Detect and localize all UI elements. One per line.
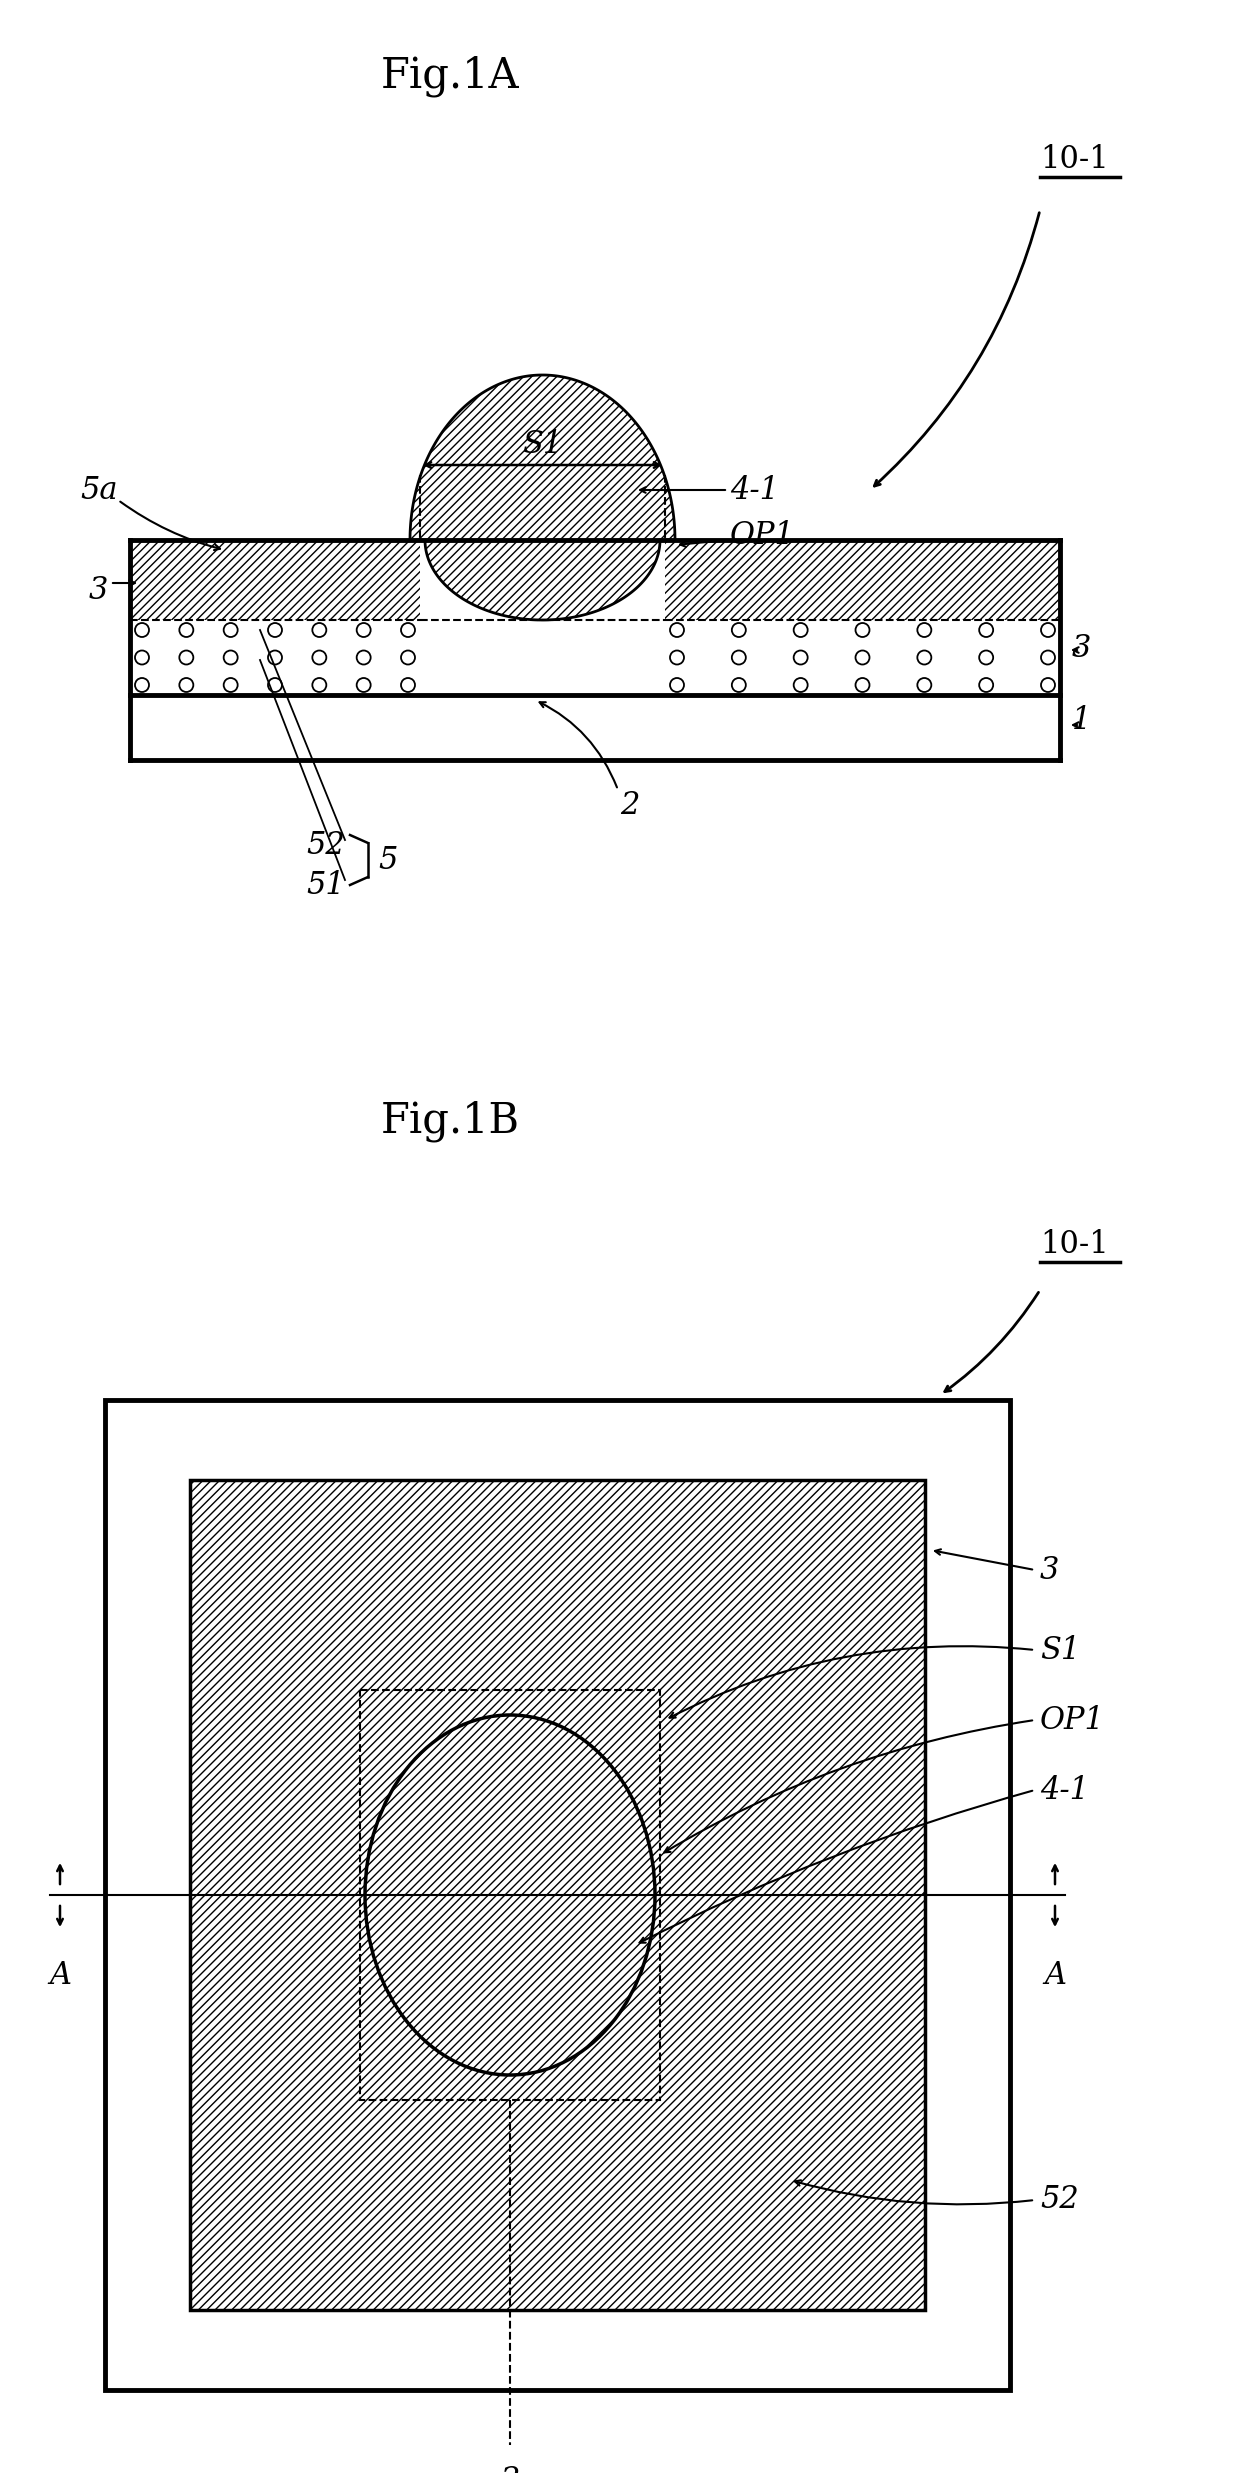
Ellipse shape bbox=[365, 1714, 655, 2075]
Text: 4-1: 4-1 bbox=[730, 475, 779, 504]
Text: 51: 51 bbox=[306, 870, 345, 900]
Text: 10-1: 10-1 bbox=[1040, 1229, 1109, 1261]
Bar bbox=[665, 539, 1060, 621]
Bar bbox=[130, 621, 420, 695]
Bar bbox=[665, 621, 1060, 695]
Text: 5a: 5a bbox=[81, 475, 118, 504]
Text: 3: 3 bbox=[88, 574, 108, 606]
Text: 4-1: 4-1 bbox=[1040, 1776, 1089, 1805]
Text: 52: 52 bbox=[1040, 2184, 1079, 2216]
Text: OP1: OP1 bbox=[730, 519, 795, 551]
Text: 3: 3 bbox=[1040, 1556, 1059, 1585]
Text: 5: 5 bbox=[378, 843, 397, 875]
Polygon shape bbox=[410, 376, 675, 621]
Text: 2: 2 bbox=[500, 2466, 520, 2473]
Text: 52: 52 bbox=[306, 828, 345, 861]
Text: 1: 1 bbox=[1073, 705, 1091, 734]
Text: OP1: OP1 bbox=[1040, 1704, 1105, 1736]
Text: A: A bbox=[1044, 1961, 1066, 1991]
Text: Fig.1A: Fig.1A bbox=[381, 54, 520, 96]
Bar bbox=[105, 1400, 1011, 2389]
Text: Fig.1B: Fig.1B bbox=[381, 1100, 520, 1143]
Bar bbox=[130, 539, 420, 621]
Bar bbox=[360, 1689, 660, 2100]
Bar bbox=[190, 1479, 925, 2310]
Text: 10-1: 10-1 bbox=[1040, 143, 1109, 176]
Text: 2: 2 bbox=[620, 789, 640, 821]
Text: S1: S1 bbox=[1040, 1635, 1080, 1664]
Text: A: A bbox=[50, 1961, 71, 1991]
Text: 3: 3 bbox=[1073, 633, 1091, 663]
Text: S1: S1 bbox=[522, 428, 563, 460]
